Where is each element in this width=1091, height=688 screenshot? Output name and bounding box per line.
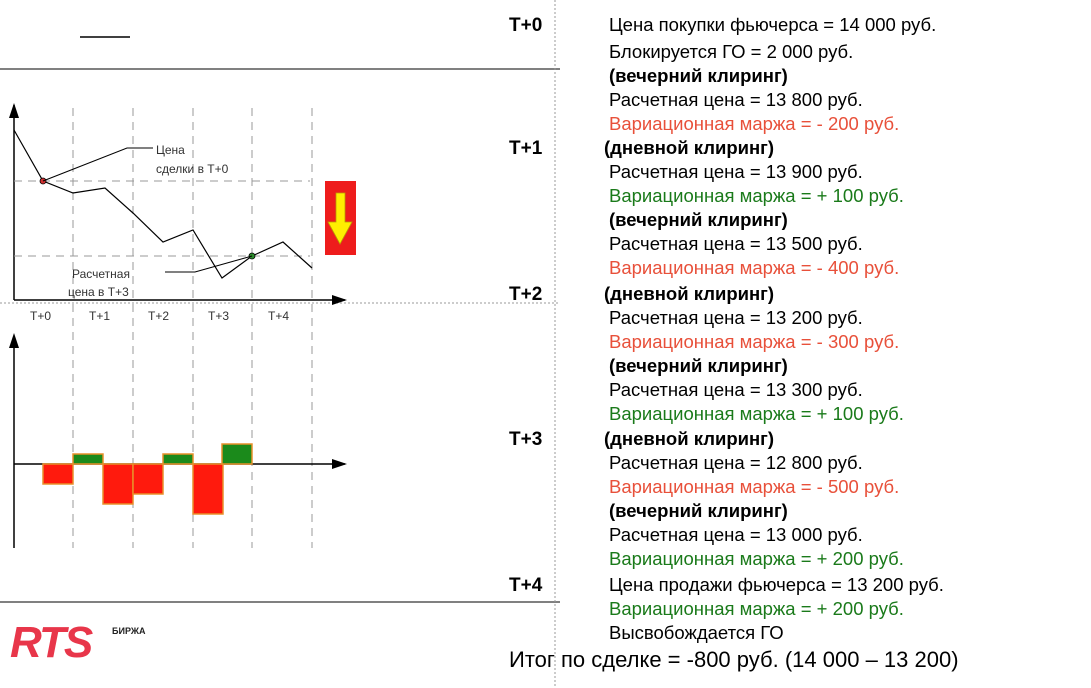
rts-logo-subtitle: БИРЖА — [112, 626, 146, 636]
tick-t3: T+3 — [208, 309, 229, 323]
timeline-line: Вариационная маржа = + 100 руб. — [609, 185, 904, 206]
period-label-tplus0: T+0 — [509, 15, 543, 36]
timeline-line: Расчетная цена = 13 300 руб. — [609, 379, 863, 400]
timeline-line: Вариационная маржа = + 100 руб. — [609, 403, 904, 424]
margin-bar — [221, 443, 253, 465]
timeline-line: Вариационная маржа = + 200 руб. — [609, 548, 904, 569]
timeline-line: (вечерний клиринг) — [609, 65, 788, 86]
price-line — [13, 129, 313, 279]
margin-bar — [162, 453, 194, 465]
period-label-tplus2: T+2 — [509, 284, 543, 305]
trade-price-pointer — [42, 147, 153, 182]
timeline-line: Расчетная цена = 12 800 руб. — [609, 452, 863, 473]
timeline-line: Высвобождается ГО — [609, 622, 784, 643]
timeline-line: Расчетная цена = 13 500 руб. — [609, 233, 863, 254]
period-label-tplus1: T+1 — [509, 138, 543, 159]
trade-price-label-2: сделки в Т+0 — [156, 162, 229, 176]
price-and-margin-diagram: Цена сделки в Т+0 Расчетная цена в Т+3 T… — [0, 0, 560, 688]
timeline-line: Расчетная цена = 13 200 руб. — [609, 307, 863, 328]
margin-bar — [72, 453, 104, 465]
timeline-line: Расчетная цена = 13 800 руб. — [609, 89, 863, 110]
margin-bar — [192, 463, 224, 515]
timeline-line: (вечерний клиринг) — [609, 209, 788, 230]
timeline-line: (дневной клиринг) — [604, 283, 775, 304]
margin-bar — [102, 463, 134, 505]
margin-bars — [42, 443, 253, 515]
timeline-line: Вариационная маржа = + 200 руб. — [609, 598, 904, 619]
down-arrow-icon — [327, 192, 353, 245]
trade-price-label-1: Цена — [156, 143, 185, 157]
period-label-tplus3: T+3 — [509, 429, 543, 450]
price-x-arrow — [332, 295, 347, 305]
margin-bar — [132, 463, 164, 495]
tick-t0: T+0 — [30, 309, 51, 323]
tick-t2: T+2 — [148, 309, 169, 323]
tick-t4: T+4 — [268, 309, 289, 323]
margin-bar — [42, 463, 74, 485]
timeline-line: (дневной клиринг) — [604, 137, 775, 158]
timeline-line: Расчетная цена = 13 900 руб. — [609, 161, 863, 182]
settlement-label-1: Расчетная — [72, 267, 130, 281]
settlement-price-pointer — [165, 255, 253, 273]
rts-logo: RTS — [10, 618, 93, 667]
timeline-line: Вариационная маржа = - 200 руб. — [609, 113, 900, 134]
deal-total: Итог по сделке = -800 руб. (14 000 – 13 … — [509, 647, 959, 672]
margin-y-arrow — [9, 333, 19, 348]
timeline-line: Цена продажи фьючерса = 13 200 руб. — [609, 574, 944, 595]
timeline-line: (дневной клиринг) — [604, 428, 775, 449]
timeline-line: Вариационная маржа = - 500 руб. — [609, 476, 900, 497]
x-tick-labels: T+0 T+1 T+2 T+3 T+4 — [30, 309, 289, 323]
tick-t1: T+1 — [89, 309, 110, 323]
margin-x-arrow — [332, 459, 347, 469]
timeline-line: Блокируется ГО = 2 000 руб. — [609, 41, 854, 62]
timeline-line: (вечерний клиринг) — [609, 355, 788, 376]
settlement-label-2: цена в Т+3 — [68, 285, 129, 299]
period-label-tplus4: T+4 — [509, 575, 543, 596]
timeline-line: Цена покупки фьючерса = 14 000 руб. — [609, 14, 937, 35]
price-y-arrow — [9, 103, 19, 118]
timeline-line: Вариационная маржа = - 300 руб. — [609, 331, 900, 352]
timeline-line: Вариационная маржа = - 400 руб. — [609, 257, 900, 278]
timeline-line: Расчетная цена = 13 000 руб. — [609, 524, 863, 545]
timeline-line: (вечерний клиринг) — [609, 500, 788, 521]
